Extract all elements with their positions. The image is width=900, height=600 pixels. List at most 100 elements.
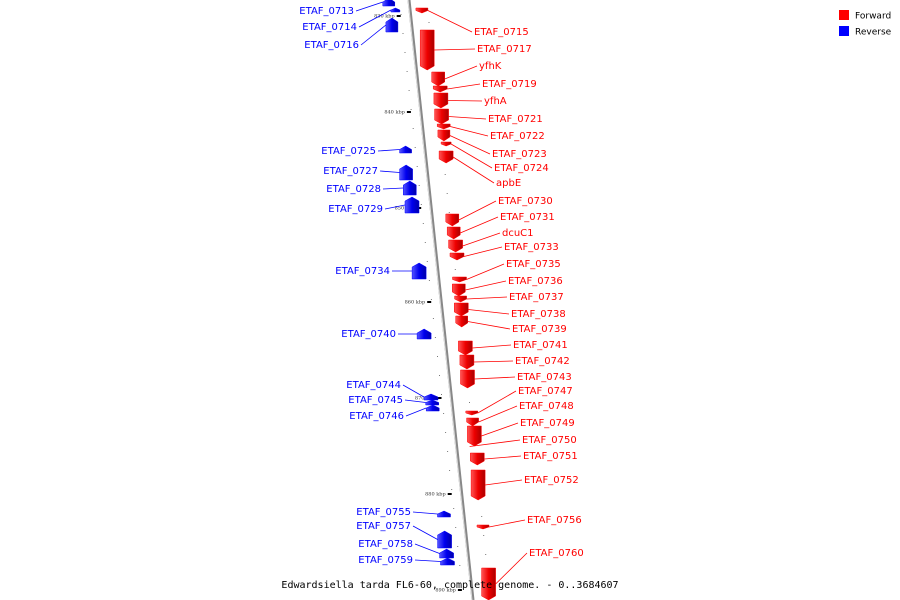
gene-feature-etaf_0751[interactable] <box>470 452 485 466</box>
gene-feature-etaf_0728[interactable] <box>403 180 417 196</box>
gene-label-yfha[interactable]: yfhA <box>484 96 507 107</box>
gene-label-etaf_0744[interactable]: ETAF_0744 <box>346 380 401 391</box>
gene-label-etaf_0713[interactable]: ETAF_0713 <box>299 6 354 17</box>
gene-label-yfhk[interactable]: yfhK <box>479 61 502 72</box>
gene-feature-etaf_0729[interactable] <box>404 196 420 214</box>
gene-feature-etaf_0743[interactable] <box>460 369 475 389</box>
gene-label-etaf_0736[interactable]: ETAF_0736 <box>508 276 563 287</box>
gene-label-etaf_0729[interactable]: ETAF_0729 <box>328 204 383 215</box>
gene-label-dcuc1[interactable]: dcuC1 <box>502 228 534 239</box>
gene-label-etaf_0733[interactable]: ETAF_0733 <box>504 242 559 253</box>
gene-label-apbe[interactable]: apbE <box>496 178 521 189</box>
minor-tick <box>428 280 430 281</box>
gene-feature-etaf_0736[interactable] <box>452 283 466 297</box>
gene-label-etaf_0751[interactable]: ETAF_0751 <box>523 451 578 462</box>
gene-feature-yfha[interactable] <box>433 92 449 109</box>
gene-feature-etaf_0717[interactable] <box>419 29 435 71</box>
gene-feature-etaf_0740[interactable] <box>416 328 432 340</box>
gene-feature-etaf_0723[interactable] <box>437 129 451 142</box>
gene-feature-etaf_0734[interactable] <box>411 262 427 280</box>
gene-label-etaf_0728[interactable]: ETAF_0728 <box>326 184 381 195</box>
gene-label-etaf_0723[interactable]: ETAF_0723 <box>492 149 547 160</box>
leader-line <box>481 422 519 437</box>
gene-feature-etaf_0759[interactable] <box>440 557 455 566</box>
gene-feature-etaf_0725[interactable] <box>399 145 412 154</box>
gene-feature-etaf_0722[interactable] <box>436 123 451 130</box>
gene-label-etaf_0739[interactable]: ETAF_0739 <box>512 324 567 335</box>
gene-label-etaf_0722[interactable]: ETAF_0722 <box>490 131 545 142</box>
gene-label-etaf_0758[interactable]: ETAF_0758 <box>358 539 413 550</box>
gene-feature-etaf_0731[interactable] <box>446 226 461 240</box>
gene-feature-etaf_0755[interactable] <box>437 510 451 518</box>
gene-feature-etaf_0744[interactable] <box>423 393 439 401</box>
gene-label-etaf_0741[interactable]: ETAF_0741 <box>513 340 568 351</box>
gene-feature-etaf_0749[interactable] <box>467 425 482 447</box>
gene-label-etaf_0731[interactable]: ETAF_0731 <box>500 212 555 223</box>
gene-feature-etaf_0714[interactable] <box>390 7 401 13</box>
leader-line <box>412 511 438 515</box>
gene-feature-etaf_0741[interactable] <box>458 340 473 356</box>
gene-feature-etaf_0748[interactable] <box>466 417 479 427</box>
gene-feature-etaf_0713[interactable] <box>382 0 396 7</box>
gene-feature-etaf_0737[interactable] <box>454 295 467 303</box>
gene-feature-etaf_0716[interactable] <box>385 17 399 33</box>
gene-label-etaf_0735[interactable]: ETAF_0735 <box>506 259 561 270</box>
gene-feature-etaf_0715[interactable] <box>415 7 429 14</box>
gene-feature-etaf_0756[interactable] <box>476 524 490 530</box>
gene-label-etaf_0727[interactable]: ETAF_0727 <box>323 166 378 177</box>
gene-feature-etaf_0730[interactable] <box>445 213 460 227</box>
minor-tick <box>446 193 448 194</box>
gene-feature-etaf_0719[interactable] <box>432 85 448 93</box>
gene-feature-etaf_0752[interactable] <box>470 469 486 501</box>
gene-label-etaf_0759[interactable]: ETAF_0759 <box>358 555 413 566</box>
gene-label-etaf_0747[interactable]: ETAF_0747 <box>518 386 573 397</box>
gene-feature-dcuc1[interactable] <box>448 239 463 253</box>
gene-label-etaf_0721[interactable]: ETAF_0721 <box>488 114 543 125</box>
gene-feature-etaf_0758[interactable] <box>439 548 454 559</box>
gene-label-etaf_0745[interactable]: ETAF_0745 <box>348 395 403 406</box>
gene-label-etaf_0730[interactable]: ETAF_0730 <box>498 196 553 207</box>
gene-label-etaf_0738[interactable]: ETAF_0738 <box>511 309 566 320</box>
gene-feature-etaf_0739[interactable] <box>455 315 468 328</box>
gene-label-etaf_0717[interactable]: ETAF_0717 <box>477 44 532 55</box>
gene-feature-etaf_0735[interactable] <box>452 276 467 283</box>
gene-label-etaf_0749[interactable]: ETAF_0749 <box>520 418 575 429</box>
gene-feature-etaf_0727[interactable] <box>399 164 413 181</box>
gene-feature-etaf_0746[interactable] <box>425 404 440 412</box>
gene-label-etaf_0756[interactable]: ETAF_0756 <box>527 515 582 526</box>
minor-tick <box>422 223 424 224</box>
gene-feature-etaf_0721[interactable] <box>434 108 449 125</box>
gene-label-etaf_0743[interactable]: ETAF_0743 <box>517 372 572 383</box>
kbp-tick <box>457 589 462 591</box>
minor-tick <box>428 22 430 23</box>
gene-label-etaf_0760[interactable]: ETAF_0760 <box>529 548 584 559</box>
gene-feature-apbe[interactable] <box>438 150 454 164</box>
gene-label-etaf_0752[interactable]: ETAF_0752 <box>524 475 579 486</box>
gene-label-etaf_0716[interactable]: ETAF_0716 <box>304 40 359 51</box>
gene-label-etaf_0715[interactable]: ETAF_0715 <box>474 27 529 38</box>
gene-feature-etaf_0738[interactable] <box>454 302 469 317</box>
gene-feature-etaf_0733[interactable] <box>449 252 465 261</box>
gene-label-etaf_0742[interactable]: ETAF_0742 <box>515 356 570 367</box>
gene-label-etaf_0724[interactable]: ETAF_0724 <box>494 163 549 174</box>
gene-label-etaf_0740[interactable]: ETAF_0740 <box>341 329 396 340</box>
gene-feature-etaf_0742[interactable] <box>459 354 475 370</box>
gene-feature-etaf_0747[interactable] <box>465 410 479 416</box>
gene-label-etaf_0746[interactable]: ETAF_0746 <box>349 411 404 422</box>
gene-label-etaf_0755[interactable]: ETAF_0755 <box>356 507 411 518</box>
gene-feature-etaf_0724[interactable] <box>440 141 452 147</box>
gene-label-etaf_0734[interactable]: ETAF_0734 <box>335 266 390 277</box>
leader-line <box>405 407 427 417</box>
gene-feature-etaf_0757[interactable] <box>437 530 452 549</box>
gene-label-etaf_0757[interactable]: ETAF_0757 <box>356 521 411 532</box>
gene-feature-etaf_0760[interactable] <box>481 567 496 600</box>
gene-label-etaf_0714[interactable]: ETAF_0714 <box>302 22 357 33</box>
gene-label-etaf_0725[interactable]: ETAF_0725 <box>321 146 376 157</box>
gene-label-etaf_0737[interactable]: ETAF_0737 <box>509 292 564 303</box>
genome-axis <box>407 0 475 600</box>
genome-caption: Edwardsiella tarda FL6-60, complete geno… <box>281 580 618 591</box>
gene-feature-yfhk[interactable] <box>431 71 445 87</box>
gene-label-etaf_0748[interactable]: ETAF_0748 <box>519 401 574 412</box>
gene-label-etaf_0719[interactable]: ETAF_0719 <box>482 79 537 90</box>
gene-label-etaf_0750[interactable]: ETAF_0750 <box>522 435 577 446</box>
